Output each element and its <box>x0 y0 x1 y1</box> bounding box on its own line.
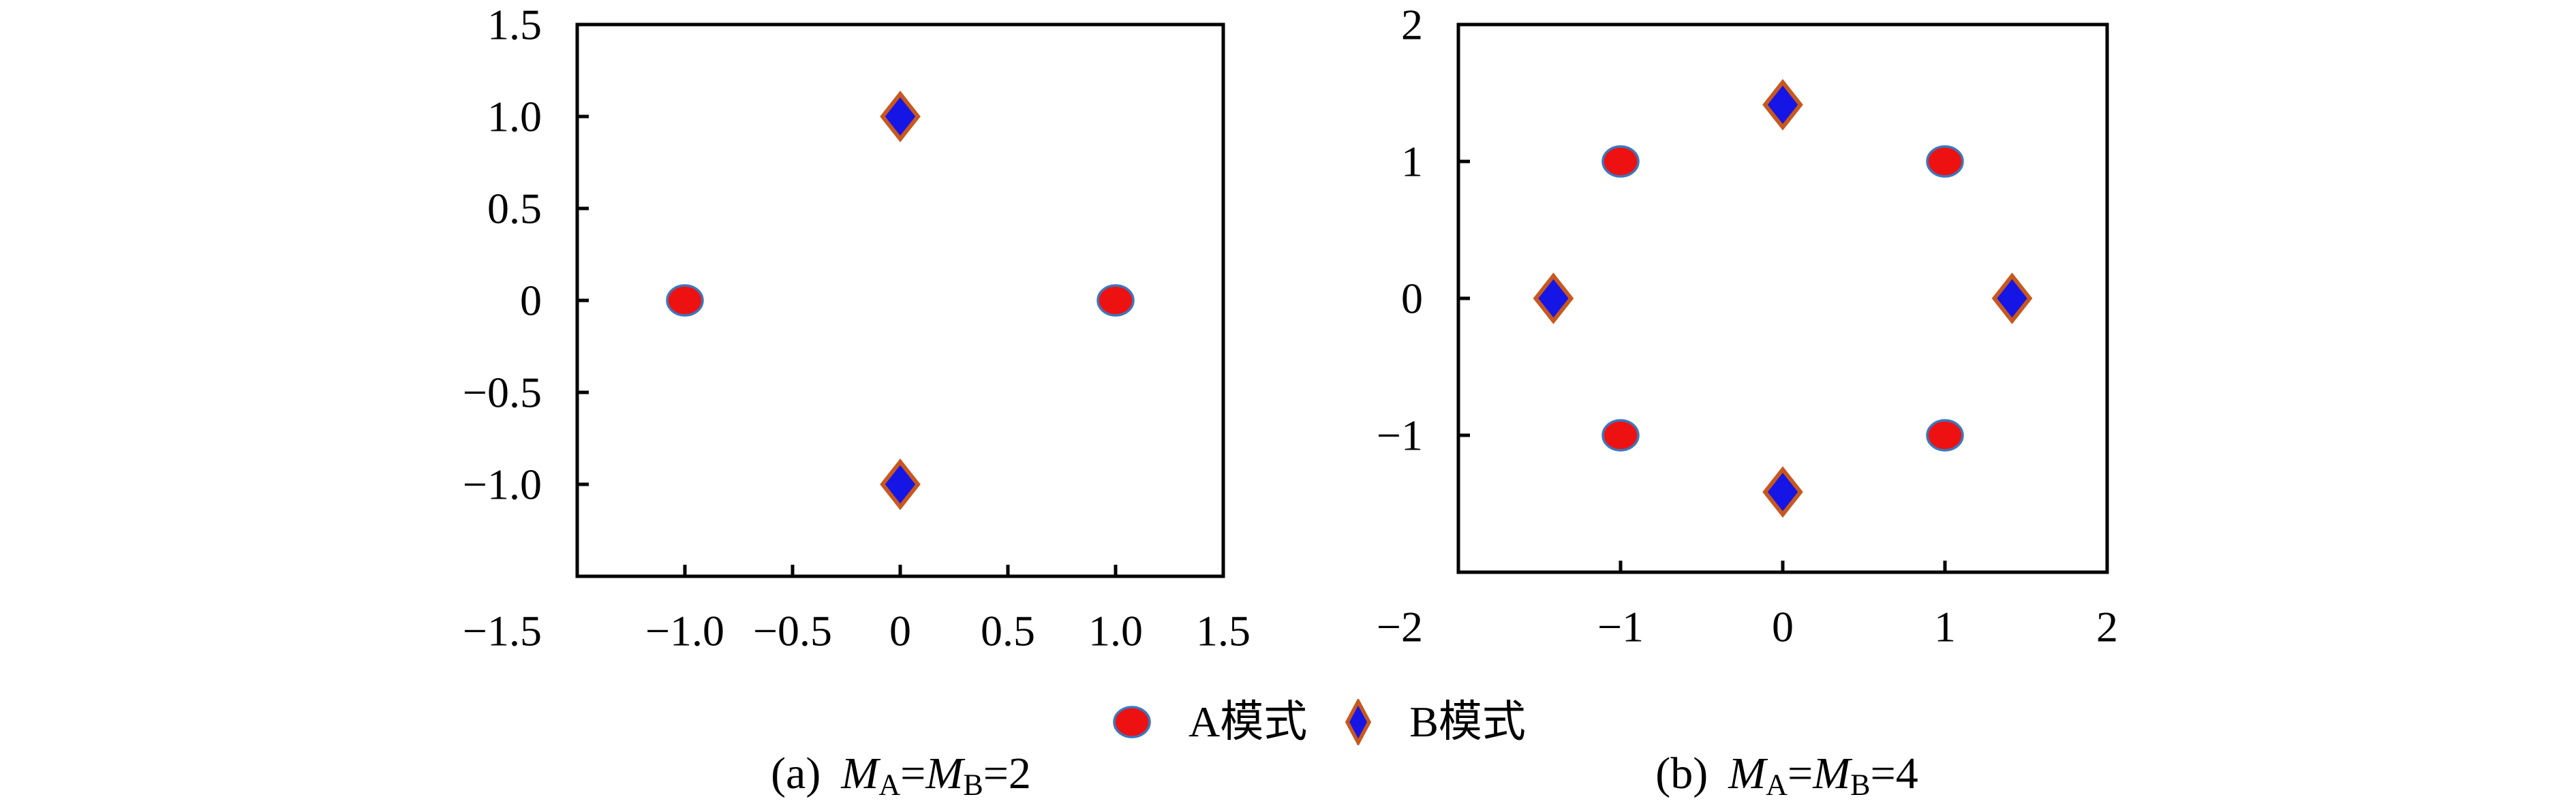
caption-a-var1: M <box>841 749 879 798</box>
plot-a: −1.0 −0.5 0 0.5 1.0 1.5 1.5 1.0 0.5 0 −0.5 −1.0 −1.5 <box>463 1 1251 655</box>
marker-circle <box>1601 145 1640 178</box>
legend-item-b: B模式 <box>1345 699 1526 745</box>
caption-b: (b) MA=MB=4 <box>1514 749 2059 802</box>
marker-diamond <box>880 458 921 510</box>
y-tick-label: 1.5 <box>487 1 542 49</box>
caption-a-sub1: A <box>878 768 901 802</box>
caption-b-var1: M <box>1728 749 1766 798</box>
axis-frame <box>1456 22 2109 574</box>
legend-item-a: A模式 <box>1113 700 1307 744</box>
marker-diamond <box>1533 272 1574 324</box>
caption-a-eq2: = <box>983 749 1009 798</box>
marker-circle <box>1097 284 1135 317</box>
y-tick-label: 0.5 <box>487 185 542 233</box>
legend-circle-glyph <box>1113 706 1151 738</box>
caption-b-sub1: A <box>1766 768 1788 802</box>
x-tick-label: 1.5 <box>1196 607 1251 655</box>
caption-b-eq2: = <box>1870 749 1896 798</box>
marker-circle <box>1926 419 1964 452</box>
plot-b: −1 0 1 2 2 1 0 −1 −2 <box>1377 1 2118 651</box>
marker-diamond <box>1991 272 2033 324</box>
x-tick-label: 1.0 <box>1088 607 1143 655</box>
x-tick-label: 2 <box>2096 603 2118 651</box>
marker-diamond <box>880 91 921 142</box>
caption-b-eq1: = <box>1787 749 1813 798</box>
axis-frame <box>575 22 1225 578</box>
y-tick-label: 2 <box>1401 1 1423 49</box>
caption-a: (a) MA=MB=2 <box>628 749 1174 802</box>
legend-label-a: A模式 <box>1189 698 1308 746</box>
y-tick-label: −1.0 <box>463 460 542 509</box>
y-tick-label: 1.0 <box>487 93 542 141</box>
marker-circle <box>1601 419 1640 452</box>
y-tick-label: 1 <box>1401 138 1423 186</box>
legend-label-b: B模式 <box>1409 698 1526 746</box>
x-tick-label: −1.0 <box>645 607 724 655</box>
caption-b-sub2: B <box>1850 768 1871 802</box>
y-tick-label: −0.5 <box>463 369 542 417</box>
caption-b-var2: M <box>1813 749 1851 798</box>
x-tick-label: −0.5 <box>753 607 832 655</box>
y-tick-label: 0 <box>520 277 542 325</box>
x-tick-label: 1 <box>1934 603 1956 651</box>
caption-b-tag: (b) <box>1655 749 1708 798</box>
x-tick-label: 0 <box>889 607 911 655</box>
x-tick-label: 0 <box>1772 603 1794 651</box>
legend-diamond-glyph <box>1345 699 1372 745</box>
corner-tick-label: −1.5 <box>463 607 542 655</box>
caption-a-var2: M <box>925 749 964 798</box>
corner-tick-label: −2 <box>1377 603 1423 651</box>
diamond-marker-icon <box>1345 699 1372 745</box>
y-tick-label: −1 <box>1377 411 1423 460</box>
circle-marker-icon <box>1113 706 1151 738</box>
marker-diamond <box>1762 78 1803 131</box>
marker-circle <box>666 284 704 317</box>
caption-a-eq1: = <box>900 749 926 798</box>
y-tick-label: 0 <box>1401 275 1423 323</box>
marker-circle <box>1926 145 1964 178</box>
legend: A模式 B模式 <box>1113 689 1526 755</box>
caption-a-sub2: B <box>963 768 983 802</box>
x-tick-label: 0.5 <box>981 607 1035 655</box>
caption-a-tag: (a) <box>771 749 821 798</box>
marker-diamond <box>1762 466 1803 518</box>
caption-b-value: 4 <box>1895 749 1918 798</box>
caption-a-value: 2 <box>1008 749 1031 798</box>
x-tick-label: −1 <box>1597 603 1644 651</box>
